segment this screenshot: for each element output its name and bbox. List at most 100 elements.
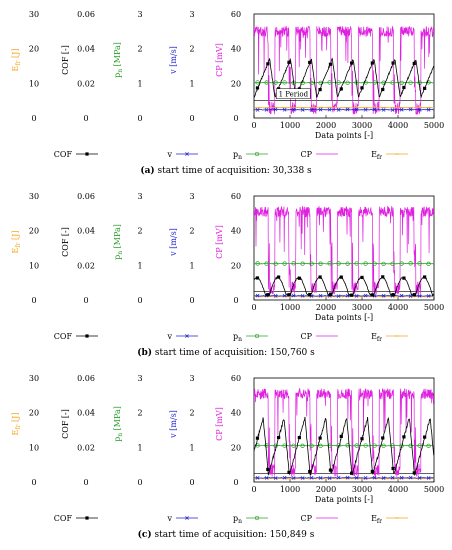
x-axis-label: Data points [-] xyxy=(315,313,373,322)
marker-p_n xyxy=(408,261,413,266)
legend-text-v: v xyxy=(166,514,172,523)
y-tick-COF: 0.06 xyxy=(77,374,95,383)
marker-v xyxy=(381,108,386,112)
y-tick-CP: 20 xyxy=(231,443,241,452)
legend-label-E_fr: Efr xyxy=(371,514,382,525)
y-tick-E_fr: 30 xyxy=(29,374,39,383)
y-axis-label-p_n-main: p xyxy=(113,73,122,78)
marker-COF xyxy=(350,471,354,475)
y-axis-label-CP: CP [mV] xyxy=(215,225,224,259)
plot-frame xyxy=(253,195,435,301)
y-tick-p_n: 3 xyxy=(137,10,142,19)
marker-p_n xyxy=(309,443,314,448)
legend-text-CP: CP xyxy=(300,514,312,523)
marker-COF xyxy=(370,469,374,473)
marker-p_n xyxy=(345,80,350,85)
y-tick-CP: 60 xyxy=(231,374,241,383)
y-tick-v: 0 xyxy=(189,296,194,305)
y-tick-p_n: 3 xyxy=(137,374,142,383)
marker-p_n xyxy=(273,80,278,85)
series-line-E_fr xyxy=(254,477,434,480)
y-axis-label-E_fr: Efr [J] xyxy=(11,413,22,436)
marker-v xyxy=(300,294,305,298)
y-axis-label-v-main: v [m/s] xyxy=(169,410,178,439)
marker-v xyxy=(345,107,350,112)
legend-text-COF: COF xyxy=(54,150,73,159)
y-tick-p_n: 2 xyxy=(137,409,142,418)
marker-COF xyxy=(297,435,301,440)
marker-p_n xyxy=(390,261,395,266)
y-tick-COF: 0.04 xyxy=(77,45,95,54)
legend-label-COF: COF xyxy=(54,332,73,341)
marker-COF xyxy=(266,467,270,471)
x-tick-label: 1000 xyxy=(280,121,300,130)
legend-sub-p_n: n xyxy=(238,154,242,161)
marker-p_n xyxy=(345,261,350,266)
y-tick-E_fr: 20 xyxy=(29,409,39,418)
marker-COF xyxy=(277,275,281,279)
y-tick-p_n: 1 xyxy=(137,443,142,452)
marker-p_n xyxy=(300,443,305,448)
marker-p_n xyxy=(264,443,269,448)
x-tick-label: 2000 xyxy=(316,121,336,130)
marker-p_n xyxy=(291,261,296,266)
y-tick-p_n: 0 xyxy=(137,114,142,123)
y-tick-CP: 40 xyxy=(231,227,241,236)
marker-v xyxy=(381,476,386,480)
y-tick-CP: 40 xyxy=(231,45,241,54)
marker-p_n xyxy=(390,80,395,85)
legend-marker-v xyxy=(185,152,189,156)
marker-p_n xyxy=(408,443,413,448)
series-line-v xyxy=(254,477,434,479)
marker-COF xyxy=(402,85,406,90)
marker-COF xyxy=(277,435,281,440)
marker-p_n xyxy=(291,443,296,448)
marker-v xyxy=(426,476,431,480)
y-axis-label-v: v [m/s] xyxy=(169,410,178,439)
panel-b: 30 20 10 0 Efr [J] 0.06 0.04 0.02 0 COF [-] 3 2 1 0 pn… xyxy=(0,182,452,364)
marker-v xyxy=(426,294,431,298)
y-tick-COF: 0 xyxy=(83,478,88,487)
marker-v xyxy=(291,293,296,298)
marker-v xyxy=(255,475,260,480)
marker-COF xyxy=(339,87,343,91)
marker-COF xyxy=(328,468,333,472)
legend-text-CP: CP xyxy=(300,332,312,341)
marker-p_n xyxy=(426,261,431,266)
y-tick-CP: 60 xyxy=(231,192,241,201)
legend-text-E_fr: E xyxy=(371,514,377,523)
marker-v xyxy=(264,108,269,112)
y-axis-label-E_fr-main: E xyxy=(11,429,20,435)
y-axis-label-COF-main: COF [-] xyxy=(61,409,70,439)
y-axis-label-v-main: v [m/s] xyxy=(169,46,178,75)
marker-COF xyxy=(266,293,270,297)
marker-COF xyxy=(255,436,260,440)
marker-COF xyxy=(328,62,333,66)
y-axis-label-p_n-sub: n xyxy=(117,69,124,73)
plot-area xyxy=(254,25,434,115)
legend-label-p_n: pn xyxy=(233,514,242,525)
y-axis-label-E_fr: Efr [J] xyxy=(11,231,22,254)
marker-v xyxy=(417,108,422,112)
marker-p_n xyxy=(363,261,368,266)
marker-v xyxy=(318,107,323,112)
legend-text-p_n: p xyxy=(233,332,238,341)
marker-COF xyxy=(370,61,374,65)
y-axis-label-p_n-main: p xyxy=(113,437,122,442)
x-tick-label: 5000 xyxy=(424,121,444,130)
legend-marker-COF xyxy=(85,152,89,156)
y-tick-COF: 0 xyxy=(83,296,88,305)
series-line-p_n xyxy=(254,81,434,84)
marker-v xyxy=(264,476,269,480)
marker-p_n xyxy=(264,261,269,266)
marker-p_n xyxy=(372,443,377,448)
y-tick-COF: 0.02 xyxy=(77,443,95,452)
marker-COF xyxy=(339,275,343,279)
x-tick-label: 5000 xyxy=(424,303,444,312)
y-tick-E_fr: 20 xyxy=(29,227,39,236)
y-tick-CP: 0 xyxy=(233,296,238,305)
x-tick-label: 0 xyxy=(251,485,256,494)
marker-p_n xyxy=(399,261,404,266)
y-axis-label-E_fr-unit: [J] xyxy=(11,231,20,243)
